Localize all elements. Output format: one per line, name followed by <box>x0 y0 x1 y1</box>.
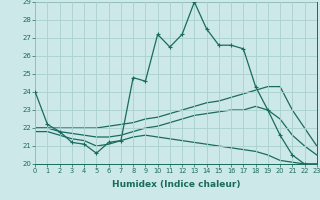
X-axis label: Humidex (Indice chaleur): Humidex (Indice chaleur) <box>112 180 240 189</box>
